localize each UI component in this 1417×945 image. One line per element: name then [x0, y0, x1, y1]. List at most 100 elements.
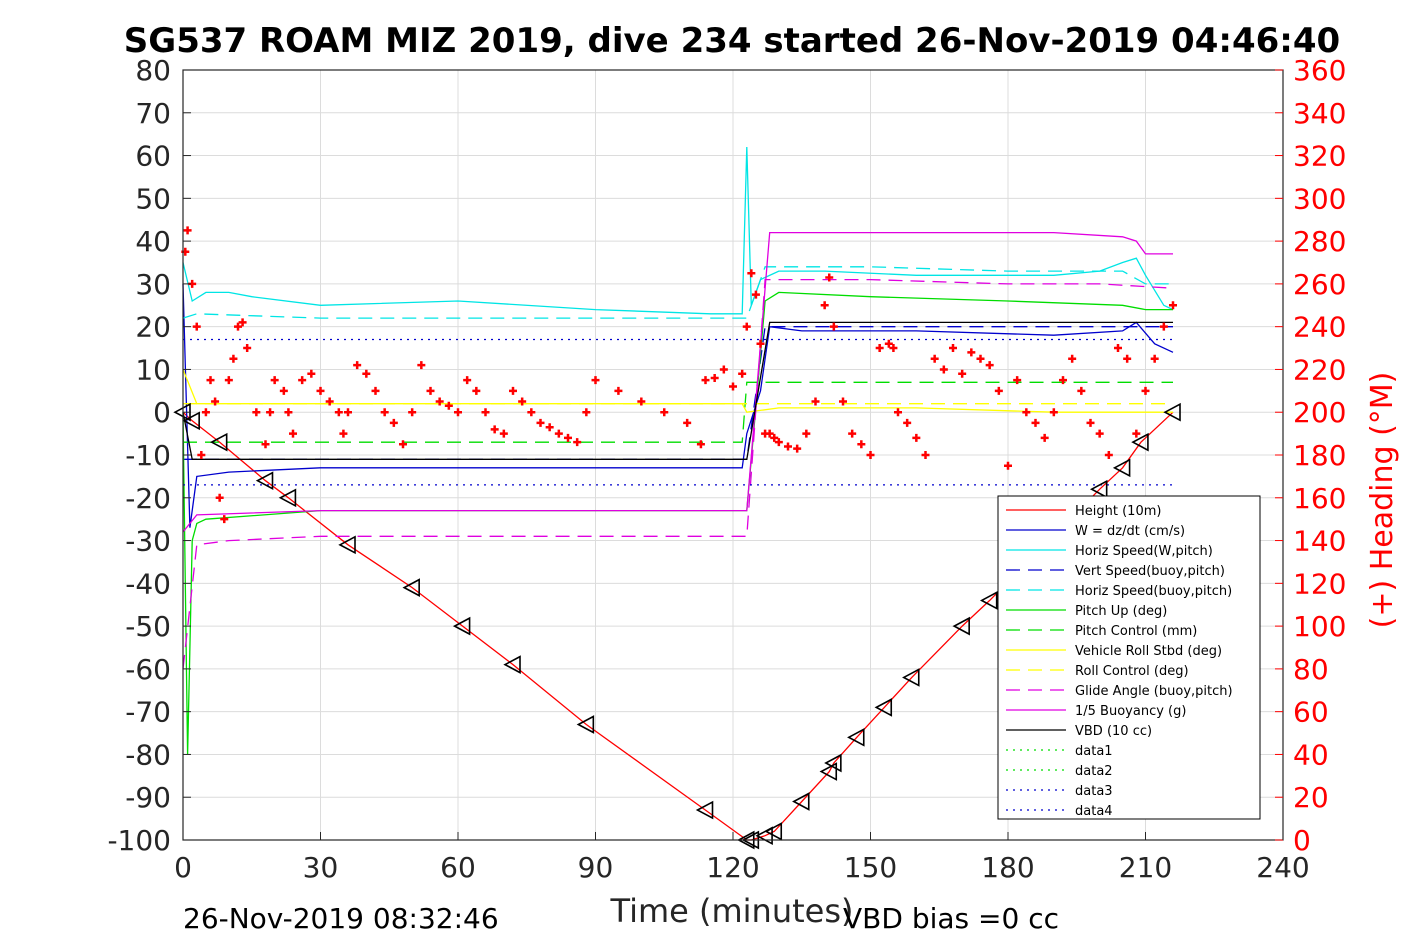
x-axis-label: Time (minutes) [610, 892, 854, 930]
heading-point [1150, 354, 1159, 363]
heading-point [573, 438, 582, 447]
heading-point [1169, 301, 1177, 310]
right-tick-label: 160 [1293, 482, 1346, 515]
series-line-4 [182, 266, 1173, 319]
series-layer [182, 146, 1174, 841]
heading-point [220, 515, 229, 524]
heading-point [527, 408, 536, 417]
legend-label: W = dz/dt (cm/s) [1075, 524, 1185, 539]
heading-point [289, 429, 297, 438]
x-ticks: 0 30 60 90 120 150 180 210 240 [174, 832, 1310, 884]
heading-point [774, 438, 783, 447]
heading-point [307, 369, 316, 378]
heading-point [696, 440, 705, 449]
left-tick-label: 30 [135, 268, 171, 301]
height-marker [1112, 458, 1131, 478]
heading-point [192, 322, 201, 331]
left-tick-label: -40 [125, 567, 171, 600]
heading-point [903, 418, 912, 427]
left-tick-label: 10 [135, 353, 171, 386]
footer-timestamp: 26-Nov-2019 08:32:46 [183, 902, 499, 935]
heading-point [298, 376, 307, 385]
x-tick-label: 210 [1119, 851, 1172, 884]
heading-point [912, 433, 921, 442]
height-marker [874, 698, 893, 717]
heading-point [463, 376, 472, 385]
heading-point [325, 397, 334, 406]
heading-point [211, 397, 220, 406]
heading-point [770, 433, 779, 442]
heading-point [1132, 429, 1141, 438]
heading-point [857, 440, 866, 449]
right-tick-label: 320 [1293, 140, 1346, 173]
right-y-axis-label: (+) Heading (°M) [1365, 372, 1400, 629]
heading-point [279, 386, 288, 395]
right-tick-label: 280 [1293, 225, 1346, 258]
heading-point [967, 348, 976, 357]
heading-point [1004, 461, 1012, 470]
heading-point [1123, 354, 1132, 363]
heading-point [660, 408, 669, 417]
height-marker [209, 432, 228, 452]
heading-point [344, 408, 352, 417]
heading-point [1059, 376, 1067, 385]
right-tick-label: 300 [1293, 182, 1346, 215]
height-marker [452, 616, 471, 636]
heading-point [751, 290, 760, 299]
legend-label: Pitch Up (deg) [1075, 604, 1167, 619]
heading-point [518, 397, 527, 406]
heading-point [921, 451, 930, 459]
x-tick-label: 150 [844, 851, 897, 884]
left-tick-label: -50 [125, 610, 171, 643]
heading-point [554, 429, 563, 438]
height-marker [338, 535, 356, 555]
legend: Height (10m) W = dz/dt (cm/s) Horiz Speed(… [997, 495, 1261, 820]
heading-point [238, 318, 247, 327]
heading-point [380, 408, 389, 417]
heading-point [362, 369, 371, 378]
x-tick-label: 120 [706, 851, 759, 884]
heading-point [793, 444, 802, 453]
heading-point [825, 273, 834, 282]
right-tick-label: 120 [1293, 567, 1346, 600]
heading-point [316, 386, 325, 395]
height-marker [847, 727, 865, 747]
heading-point [408, 408, 417, 417]
heading-point [270, 376, 279, 385]
heading-point [509, 386, 517, 395]
heading-point [1022, 408, 1031, 417]
heading-point [266, 408, 275, 417]
heading-point [1086, 418, 1095, 427]
heading-point [454, 408, 462, 417]
legend-label: data1 [1075, 744, 1113, 759]
height-marker [255, 471, 274, 491]
x-tick-label: 90 [578, 851, 614, 884]
height-marker [1163, 402, 1181, 422]
height-marker [1131, 432, 1149, 452]
legend-label: VBD (10 cc) [1075, 724, 1152, 739]
heading-point [701, 376, 710, 385]
right-tick-label: 60 [1293, 696, 1329, 729]
footer-vbd-bias: VBD bias =0 cc [843, 902, 1059, 935]
heading-point [1013, 376, 1022, 385]
right-tick-label: 0 [1293, 824, 1311, 857]
left-tick-label: 60 [135, 140, 171, 173]
heading-point [481, 408, 490, 417]
x-tick-label: 60 [440, 851, 476, 884]
heading-point [742, 322, 751, 331]
heading-point [435, 397, 444, 406]
heading-point [1114, 344, 1122, 353]
heading-point [756, 339, 765, 348]
heading-point [949, 344, 957, 353]
heading-point [1049, 408, 1058, 417]
left-tick-label: 80 [135, 54, 171, 87]
left-tick-label: -60 [125, 653, 171, 686]
heading-point [1031, 418, 1040, 427]
heading-point [536, 418, 545, 427]
right-tick-label: 200 [1293, 396, 1346, 429]
heading-point [820, 301, 829, 310]
heading-point [889, 344, 898, 353]
heading-point [545, 423, 554, 432]
x-tick-label: 0 [174, 851, 192, 884]
heading-point [444, 401, 453, 410]
